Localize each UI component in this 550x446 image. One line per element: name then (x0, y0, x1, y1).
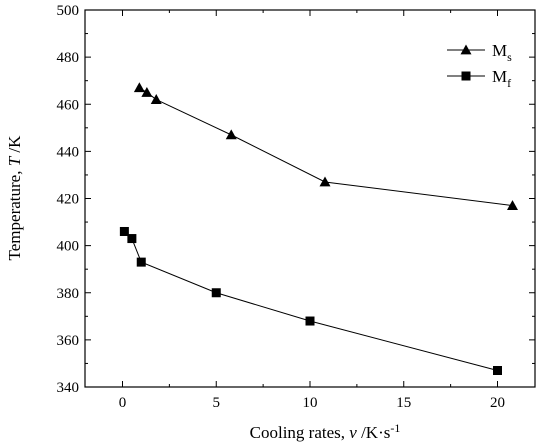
data-point-Ms (225, 129, 237, 140)
x-tick-label: 5 (213, 395, 221, 411)
y-tick-label: 500 (57, 3, 80, 19)
legend-marker-Ms (460, 44, 472, 55)
data-point-Ms (319, 176, 331, 187)
y-tick-label: 440 (57, 144, 80, 160)
data-point-Ms (141, 86, 153, 97)
data-point-Mf (305, 316, 315, 326)
y-tick-label: 460 (57, 97, 80, 113)
data-point-Ms (507, 200, 518, 210)
series-markers (119, 82, 518, 376)
data-point-Mf (119, 226, 129, 236)
data-point-Ms (133, 82, 145, 93)
legend-marker-Mf (461, 71, 471, 81)
axis-ticks (85, 9, 535, 388)
data-point-Ms (150, 94, 162, 104)
y-tick-label: 340 (57, 380, 80, 396)
tick-labels: 0 5 10 15 20 340 360 380 400 420 440 460 480 500 (57, 3, 506, 411)
legend-label-Ms: Ms (492, 41, 512, 64)
y-tick-label: 480 (57, 50, 80, 66)
y-tick-label: 420 (57, 192, 80, 208)
series-lines (124, 87, 513, 371)
x-tick-label: 15 (396, 395, 411, 411)
x-tick-label: 0 (119, 395, 127, 411)
y-axis-title: Temperature, T /K (5, 135, 24, 261)
y-tick-label: 400 (57, 239, 80, 255)
x-tick-label: 10 (303, 395, 318, 411)
data-point-Mf (136, 257, 146, 267)
data-point-Mf (127, 234, 137, 244)
data-point-Mf (211, 288, 221, 298)
legend: Ms Mf (447, 41, 512, 90)
x-axis-title: Cooling rates, v /K·s-1 (250, 421, 401, 442)
legend-label-Mf: Mf (492, 67, 511, 90)
series-line-Mf (124, 231, 498, 371)
data-point-Mf (493, 366, 502, 376)
plot-frame (84, 9, 536, 388)
y-tick-label: 380 (57, 286, 80, 302)
y-tick-label: 360 (57, 333, 80, 349)
series-line-Ms (139, 87, 513, 207)
x-tick-label: 20 (490, 395, 505, 411)
